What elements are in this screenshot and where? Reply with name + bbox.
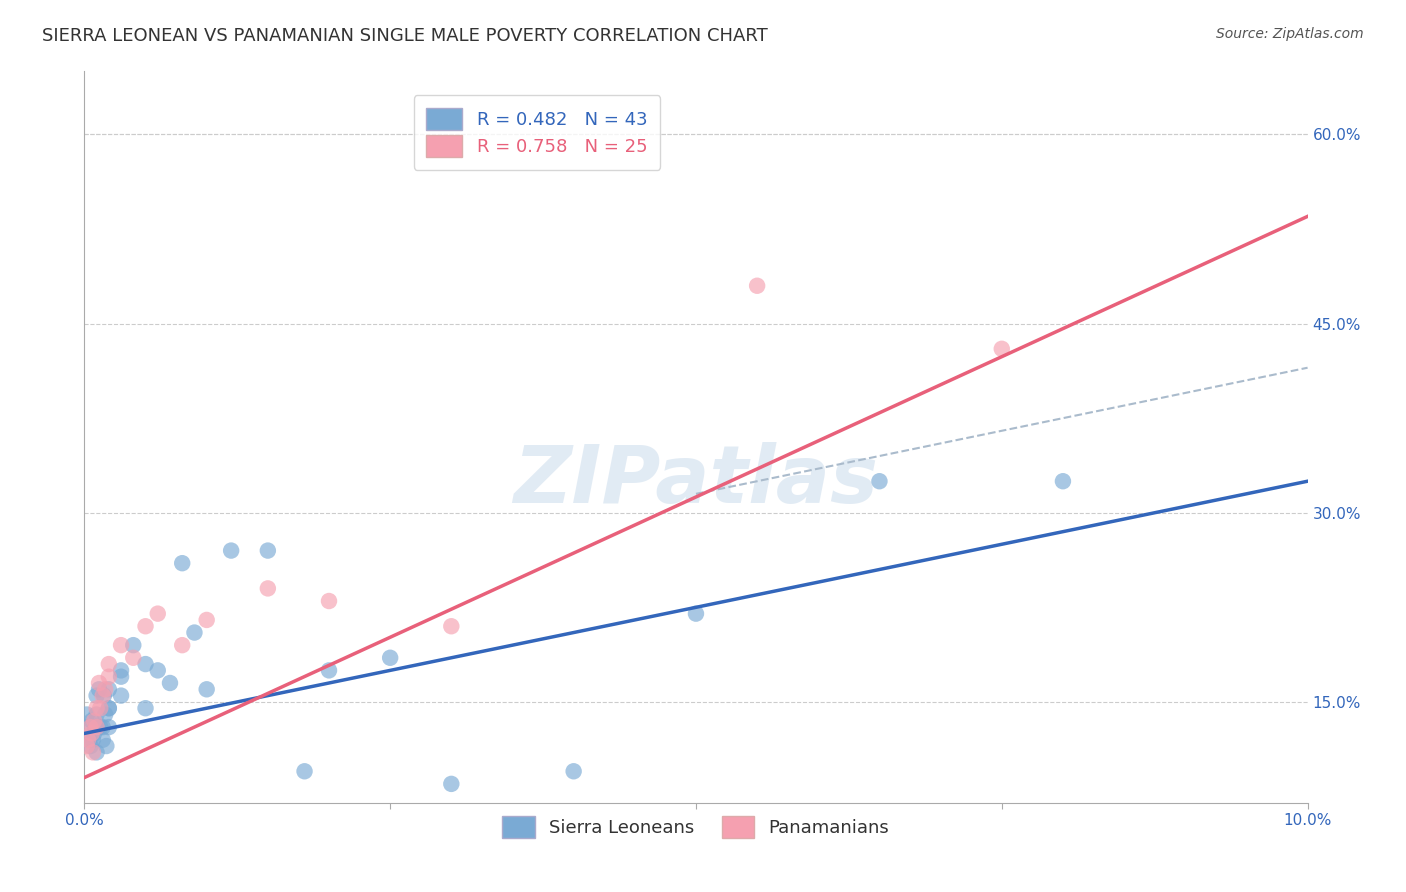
Point (195, 613, 218, 627)
Point (94, 707, 117, 722)
Point (87, 676, 110, 690)
Point (91, 732, 114, 747)
Point (110, 689, 132, 703)
Point (135, 701, 157, 715)
Point (685, 607, 707, 621)
Point (1052, 474, 1074, 488)
Point (318, 594, 340, 608)
Point (318, 664, 340, 678)
Point (77, 732, 100, 747)
Point (83, 714, 105, 728)
Point (79, 739, 101, 753)
Point (159, 676, 181, 690)
Point (76, 739, 98, 753)
Point (84, 720, 107, 734)
Point (86, 701, 108, 715)
Point (97, 720, 120, 734)
Point (77, 732, 100, 747)
Point (97, 657, 120, 671)
Point (80, 714, 103, 728)
Point (97, 670, 120, 684)
Point (122, 650, 145, 665)
Point (82, 732, 104, 747)
Point (86, 689, 108, 703)
Point (86, 720, 108, 734)
Point (97, 701, 120, 715)
Point (94, 682, 117, 697)
Point (97, 682, 120, 697)
Point (440, 619, 463, 633)
Point (86, 745, 108, 759)
Point (110, 664, 132, 678)
Point (294, 764, 316, 779)
Point (440, 777, 463, 791)
Point (172, 638, 194, 652)
Point (219, 543, 242, 558)
Point (257, 582, 280, 596)
Point (86, 707, 108, 722)
Point (747, 278, 769, 293)
Legend: Sierra Leoneans, Panamanians: Sierra Leoneans, Panamanians (495, 808, 897, 845)
Point (146, 664, 169, 678)
Text: Source: ZipAtlas.com: Source: ZipAtlas.com (1216, 27, 1364, 41)
Point (96, 739, 118, 753)
Point (869, 474, 891, 488)
Point (257, 543, 280, 558)
Point (562, 764, 585, 779)
Point (110, 670, 132, 684)
Point (77, 720, 100, 734)
Point (183, 625, 205, 640)
Point (97, 701, 120, 715)
Point (146, 607, 169, 621)
Text: SIERRA LEONEAN VS PANAMANIAN SINGLE MALE POVERTY CORRELATION CHART: SIERRA LEONEAN VS PANAMANIAN SINGLE MALE… (42, 27, 768, 45)
Point (110, 638, 132, 652)
Point (380, 650, 402, 665)
Point (79, 720, 101, 734)
Point (91, 720, 114, 734)
Point (83, 726, 105, 740)
Point (82, 745, 104, 759)
Point (195, 682, 218, 697)
Point (135, 657, 157, 671)
Point (172, 556, 194, 570)
Point (89, 720, 111, 734)
Point (80, 726, 103, 740)
Point (89, 701, 111, 715)
Point (76, 707, 98, 722)
Text: ZIPatlas: ZIPatlas (513, 442, 879, 520)
Point (87, 682, 110, 697)
Point (135, 619, 157, 633)
Point (91, 689, 114, 703)
Point (991, 342, 1014, 356)
Point (93, 689, 115, 703)
Point (122, 638, 145, 652)
